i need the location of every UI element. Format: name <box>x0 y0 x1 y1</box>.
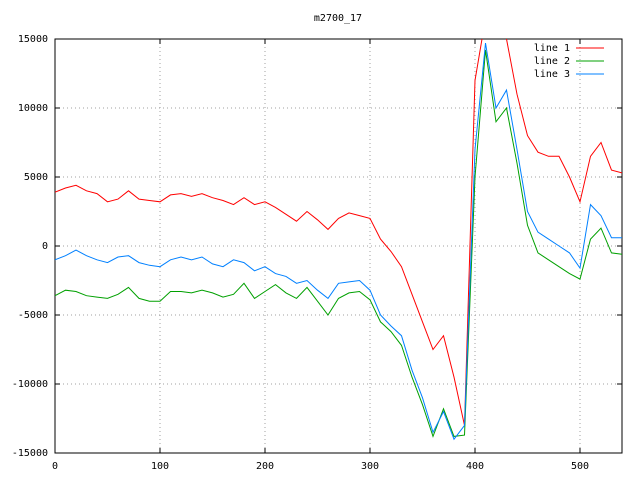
y-tick-label: 15000 <box>18 34 48 45</box>
x-tick-label: 300 <box>361 461 379 472</box>
x-tick-label: 0 <box>52 461 58 472</box>
data-line <box>55 39 622 426</box>
plot-area <box>55 39 622 441</box>
y-tick-label: -10000 <box>12 379 48 390</box>
x-tick-label: 100 <box>151 461 169 472</box>
y-tick-label: -5000 <box>18 310 48 321</box>
y-tick-label: 0 <box>42 241 48 252</box>
y-tick-label: 5000 <box>24 172 48 183</box>
x-tick-label: 400 <box>466 461 484 472</box>
y-tick-label: 10000 <box>18 103 48 114</box>
y-tick-label: -15000 <box>12 448 48 459</box>
legend-label: line 3 <box>534 69 570 80</box>
plot-frame <box>54 38 623 454</box>
chart-title: m2700_17 <box>314 13 362 24</box>
data-line <box>55 49 622 438</box>
legend-label: line 2 <box>534 56 570 67</box>
x-tick-label: 500 <box>571 461 589 472</box>
legend-label: line 1 <box>534 43 570 54</box>
x-tick-label: 200 <box>256 461 274 472</box>
data-line <box>55 43 622 441</box>
